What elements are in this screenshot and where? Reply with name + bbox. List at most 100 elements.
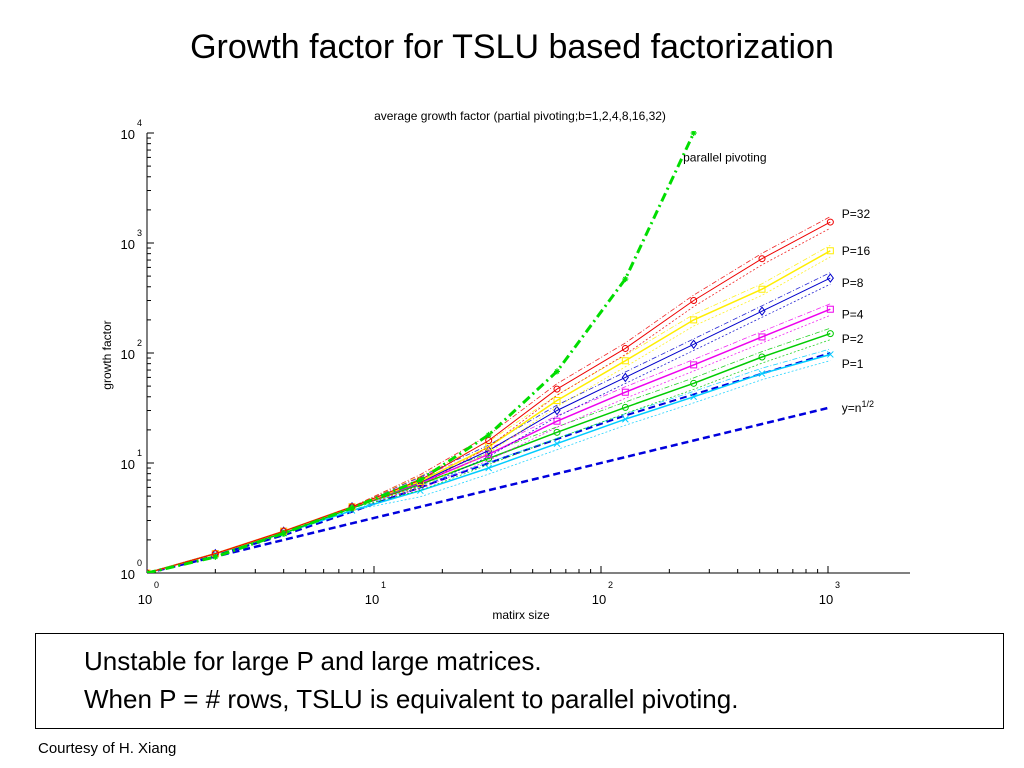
note-box: Unstable for large P and large matrices.… <box>35 633 1004 729</box>
series-variant-line <box>147 283 831 573</box>
data-point <box>553 385 561 393</box>
data-point <box>417 477 424 484</box>
series-variant-line <box>147 314 831 573</box>
series-label: P=32 <box>842 207 871 221</box>
data-point <box>758 353 766 361</box>
series-parallel-pivoting <box>147 131 697 573</box>
data-point <box>485 464 493 472</box>
data-point <box>621 388 629 396</box>
series-label: P=8 <box>842 276 864 290</box>
series-p-1 <box>147 348 834 573</box>
series-variant-line <box>147 348 831 573</box>
data-point <box>826 247 834 255</box>
y-tick-label-exponent: 2 <box>137 338 142 348</box>
series-line <box>147 406 831 573</box>
data-point <box>758 333 766 341</box>
y-tick-label: 10 <box>121 567 135 582</box>
note-line: When P = # rows, TSLU is equivalent to p… <box>84 684 739 714</box>
data-point <box>349 504 356 511</box>
x-tick-label: 10 <box>592 592 606 607</box>
data-point <box>621 357 629 365</box>
series-label: P=1 <box>842 357 864 371</box>
series-label: parallel pivoting <box>683 151 766 165</box>
note-line: Unstable for large P and large matrices. <box>84 646 542 676</box>
series-line <box>147 352 831 573</box>
y-tick-label: 10 <box>121 457 135 472</box>
series-variant-line <box>147 244 831 573</box>
data-point <box>553 405 561 416</box>
data-point <box>826 330 834 338</box>
data-point <box>826 305 834 313</box>
data-point <box>826 273 834 283</box>
series-variant-line <box>147 327 831 573</box>
data-point <box>621 403 629 411</box>
data-point <box>485 445 493 456</box>
data-point <box>621 344 629 352</box>
data-point <box>553 417 561 425</box>
y-tick-label-exponent: 1 <box>137 448 142 458</box>
slide-title: Growth factor for TSLU based factorizati… <box>190 28 834 66</box>
series-line <box>147 250 831 573</box>
series-group <box>147 131 834 573</box>
series-variant-line <box>147 360 831 573</box>
y-tick-label-exponent: 4 <box>137 118 142 128</box>
data-point <box>553 440 561 447</box>
data-point <box>621 415 629 423</box>
data-point <box>554 368 561 375</box>
data-point <box>690 297 698 305</box>
data-point <box>690 339 698 350</box>
series-label: y=n1/2 <box>842 399 874 415</box>
data-point <box>758 370 766 377</box>
y-tick-label: 10 <box>121 127 135 142</box>
x-tick-label: 10 <box>138 592 152 607</box>
data-point <box>621 372 629 383</box>
series-variant-line <box>147 272 831 573</box>
series-label: P=4 <box>842 308 864 322</box>
series-p-32 <box>147 216 834 573</box>
data-point <box>758 285 766 293</box>
series-variant-line <box>147 256 831 573</box>
courtesy-credit: Courtesy of H. Xiang <box>38 740 177 757</box>
data-point <box>485 450 493 458</box>
y-tick-label: 10 <box>121 347 135 362</box>
data-point <box>690 316 698 324</box>
x-tick-label-exponent: 2 <box>608 580 613 590</box>
x-tick-label: 10 <box>819 592 833 607</box>
data-point <box>485 454 493 462</box>
data-point <box>485 431 492 438</box>
series-line <box>147 221 831 573</box>
series-p-16 <box>147 244 834 573</box>
data-point <box>690 379 698 387</box>
data-point <box>553 396 561 404</box>
x-tick-label: 10 <box>365 592 379 607</box>
data-point <box>622 276 629 283</box>
data-point <box>553 428 561 436</box>
data-point <box>758 255 766 263</box>
series-variant-line <box>147 339 831 573</box>
data-point <box>758 306 766 317</box>
data-point <box>826 351 834 358</box>
data-point <box>690 361 698 369</box>
series-variant-line <box>147 216 831 573</box>
y-axis-label: growth factor <box>100 320 114 389</box>
series-variant-line <box>147 227 831 573</box>
x-tick-label-exponent: 3 <box>835 580 840 590</box>
x-tick-label-exponent: 0 <box>154 580 159 590</box>
data-point <box>212 553 219 560</box>
x-tick-label-exponent: 1 <box>381 580 386 590</box>
series-p-1-reference <box>147 352 831 573</box>
chart-title: average growth factor (partial pivoting;… <box>374 109 666 123</box>
data-point <box>690 131 697 136</box>
series-p-2 <box>147 327 834 573</box>
y-tick-label: 10 <box>121 237 135 252</box>
y-tick-label-exponent: 3 <box>137 228 142 238</box>
series-y-n-1-2- <box>147 406 831 573</box>
series-p-8 <box>147 272 834 573</box>
series-label: P=16 <box>842 244 871 258</box>
x-axis-label: matirx size <box>492 608 550 622</box>
series-label-superscript: 1/2 <box>861 399 874 409</box>
series-variant-line <box>147 303 831 573</box>
data-point <box>826 218 834 226</box>
y-tick-label-exponent: 0 <box>137 558 142 568</box>
